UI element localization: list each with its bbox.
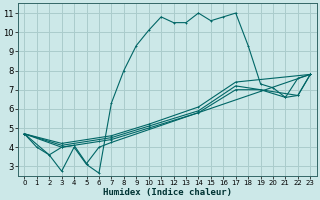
- X-axis label: Humidex (Indice chaleur): Humidex (Indice chaleur): [103, 188, 232, 197]
